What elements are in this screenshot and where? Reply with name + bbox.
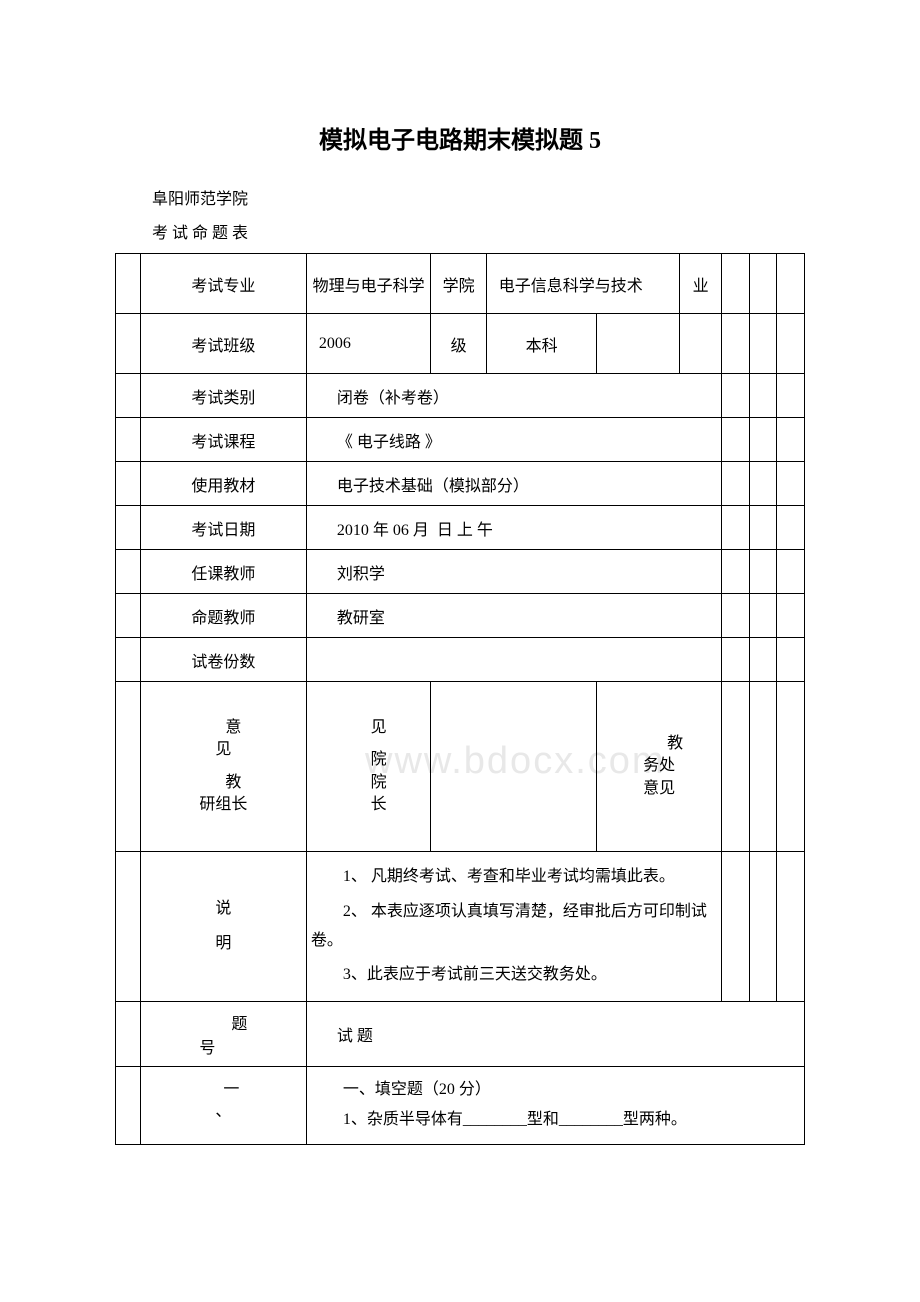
spacer-cell	[749, 682, 777, 852]
spacer-cell	[777, 254, 805, 314]
row-question-header: 题号 试 题	[116, 1002, 805, 1067]
spacer-cell	[749, 594, 777, 638]
q-header: 试 题	[306, 1002, 804, 1067]
spacer-cell	[116, 506, 141, 550]
spacer-cell	[777, 374, 805, 418]
spacer-cell	[116, 682, 141, 852]
spacer-cell	[116, 1002, 141, 1067]
spacer-cell	[777, 550, 805, 594]
setter-label: 命题教师	[140, 594, 306, 638]
copies-value	[306, 638, 721, 682]
date-label: 考试日期	[140, 506, 306, 550]
spacer-cell	[721, 550, 749, 594]
row-setter: 命题教师 教研室	[116, 594, 805, 638]
teacher-value: 刘积学	[306, 550, 721, 594]
type-value: 闭卷（补考卷）	[306, 374, 721, 418]
setter-value: 教研室	[306, 594, 721, 638]
spacer-cell	[721, 682, 749, 852]
dean-space	[431, 682, 597, 852]
spacer-cell	[116, 254, 141, 314]
spacer-cell	[749, 418, 777, 462]
spacer-cell	[777, 418, 805, 462]
document-title: 模拟电子电路期末模拟题 5	[115, 120, 805, 155]
opinion-office: 教 务处 意见	[597, 682, 722, 852]
row-date: 考试日期 2010 年 06 月 日 上 午	[116, 506, 805, 550]
dept-suffix: 学院	[431, 254, 486, 314]
row-question-1: 一 、 一、填空题（20 分） 1、杂质半导体有________型和______…	[116, 1067, 805, 1145]
spacer-cell	[777, 462, 805, 506]
spacer-cell	[749, 506, 777, 550]
spacer-cell	[597, 314, 680, 374]
spec-value: 电子信息科学与技术	[486, 254, 680, 314]
spacer-cell	[749, 852, 777, 1002]
dept-value: 物理与电子科学	[306, 254, 431, 314]
course-value: 《 电子线路 》	[306, 418, 721, 462]
spacer-cell	[721, 254, 749, 314]
spacer-cell	[116, 550, 141, 594]
spacer-cell	[749, 638, 777, 682]
document-page: www.bdocx.com 模拟电子电路期末模拟题 5 阜阳师范学院 考 试 命…	[115, 120, 805, 1145]
teacher-label: 任课教师	[140, 550, 306, 594]
spacer-cell	[721, 506, 749, 550]
notes-label: 说 明	[140, 852, 306, 1002]
spacer-cell	[749, 462, 777, 506]
year-suffix: 级	[431, 314, 486, 374]
spacer-cell	[777, 506, 805, 550]
spacer-cell	[680, 314, 722, 374]
q1-num: 一 、	[140, 1067, 306, 1145]
row-type: 考试类别 闭卷（补考卷）	[116, 374, 805, 418]
spacer-cell	[116, 374, 141, 418]
spacer-cell	[116, 418, 141, 462]
spacer-cell	[721, 374, 749, 418]
opinion-dean: 见 院 院 长	[306, 682, 431, 852]
textbook-value: 电子技术基础（模拟部分）	[306, 462, 721, 506]
spacer-cell	[116, 594, 141, 638]
exam-form-table: 考试专业 物理与电子科学 学院 电子信息科学与技术 业 考试班级 2006 级 …	[115, 253, 805, 1145]
spec-suffix: 业	[680, 254, 722, 314]
spacer-cell	[116, 314, 141, 374]
spacer-cell	[721, 314, 749, 374]
qnum-header: 题号	[140, 1002, 306, 1067]
spacer-cell	[721, 852, 749, 1002]
spacer-cell	[116, 462, 141, 506]
spacer-cell	[749, 550, 777, 594]
row-teacher: 任课教师 刘积学	[116, 550, 805, 594]
row-textbook: 使用教材 电子技术基础（模拟部分）	[116, 462, 805, 506]
copies-label: 试卷份数	[140, 638, 306, 682]
spacer-cell	[116, 852, 141, 1002]
school-name: 阜阳师范学院	[115, 185, 805, 209]
opinion-group-leader: 意 见 教 研组长	[140, 682, 306, 852]
spacer-cell	[116, 638, 141, 682]
row-class: 考试班级 2006 级 本科	[116, 314, 805, 374]
course-label: 考试课程	[140, 418, 306, 462]
row-major: 考试专业 物理与电子科学 学院 电子信息科学与技术 业	[116, 254, 805, 314]
level-value: 本科	[486, 314, 597, 374]
spacer-cell	[777, 852, 805, 1002]
spacer-cell	[721, 638, 749, 682]
type-label: 考试类别	[140, 374, 306, 418]
spacer-cell	[749, 254, 777, 314]
row-course: 考试课程 《 电子线路 》	[116, 418, 805, 462]
class-label: 考试班级	[140, 314, 306, 374]
spacer-cell	[777, 638, 805, 682]
spacer-cell	[749, 314, 777, 374]
major-label: 考试专业	[140, 254, 306, 314]
row-opinions: 意 见 教 研组长 见 院 院 长 教 务处 意见	[116, 682, 805, 852]
spacer-cell	[777, 682, 805, 852]
spacer-cell	[721, 462, 749, 506]
spacer-cell	[777, 314, 805, 374]
year-value: 2006	[306, 314, 431, 374]
spacer-cell	[749, 374, 777, 418]
spacer-cell	[777, 594, 805, 638]
spacer-cell	[721, 418, 749, 462]
textbook-label: 使用教材	[140, 462, 306, 506]
row-copies: 试卷份数	[116, 638, 805, 682]
date-value: 2010 年 06 月 日 上 午	[306, 506, 721, 550]
notes-content: 1、 凡期终考试、考查和毕业考试均需填此表。 2、 本表应逐项认真填写清楚，经审…	[306, 852, 721, 1002]
spacer-cell	[116, 1067, 141, 1145]
form-name: 考 试 命 题 表	[115, 219, 805, 243]
spacer-cell	[721, 594, 749, 638]
q1-content: 一、填空题（20 分） 1、杂质半导体有________型和________型两…	[306, 1067, 804, 1145]
row-notes: 说 明 1、 凡期终考试、考查和毕业考试均需填此表。 2、 本表应逐项认真填写清…	[116, 852, 805, 1002]
